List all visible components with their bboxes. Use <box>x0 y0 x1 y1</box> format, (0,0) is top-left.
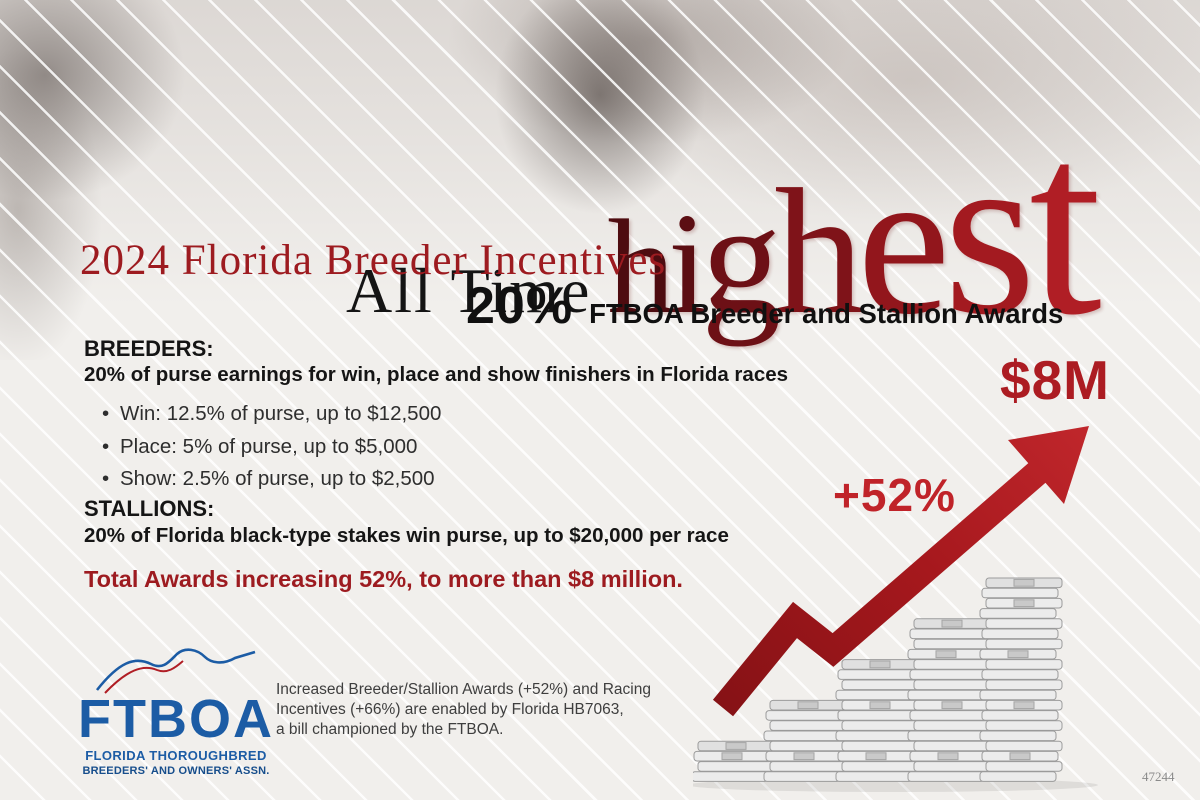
main-title: All Time highest <box>346 79 1102 369</box>
note-line-3: a bill championed by the FTBOA. <box>276 721 504 738</box>
bullet-show: Show: 2.5% of purse, up to $2,500 <box>98 463 441 496</box>
breeders-bullet-list: Win: 12.5% of purse, up to $12,500 Place… <box>98 398 441 496</box>
ftboa-acronym: FTBOA <box>78 689 274 749</box>
year-title: 2024 Florida Breeder Incentives <box>80 237 667 284</box>
legislation-note: Increased Breeder/Stallion Awards (+52%)… <box>276 680 651 740</box>
growth-arrow-icon <box>712 462 1047 717</box>
breeders-intro: 20% of purse earnings for win, place and… <box>84 363 789 386</box>
stallions-heading: STALLIONS: <box>84 496 215 521</box>
growth-amount-text: $8M <box>1000 349 1110 411</box>
awards-headline: 20% FTBOA Breeder and Stallion Awards <box>466 276 1063 336</box>
bullet-win: Win: 12.5% of purse, up to $12,500 <box>98 398 441 431</box>
all-time-text: All Time <box>346 255 592 326</box>
money-stacks-group <box>693 577 1063 782</box>
bullet-place: Place: 5% of purse, up to $5,000 <box>98 431 441 464</box>
note-line-2: Incentives (+66%) are enabled by Florida… <box>276 701 624 718</box>
logo-line2: BREEDERS' AND OWNERS' ASSN. <box>82 765 270 778</box>
growth-percent-text: +52% <box>833 469 956 521</box>
total-awards-line: Total Awards increasing 52%, to more tha… <box>84 566 683 592</box>
stallions-text: 20% of Florida black-type stakes win pur… <box>84 524 729 547</box>
ftboa-logo: FTBOA FLORIDA THOROUGHBRED BREEDERS' AND… <box>76 646 276 777</box>
awards-label-text: FTBOA Breeder and Stallion Awards <box>589 298 1064 329</box>
corner-number: 47244 <box>1142 769 1175 784</box>
growth-arrowhead-icon <box>1008 426 1089 504</box>
logo-line1: FLORIDA THOROUGHBRED <box>85 748 267 764</box>
ftboa-horse-logo-icon <box>95 648 256 694</box>
growth-chart-graphic <box>693 426 1098 792</box>
breeders-heading: BREEDERS: <box>84 336 214 361</box>
big-percent-text: 20% <box>466 277 574 335</box>
note-line-1: Increased Breeder/Stallion Awards (+52%)… <box>276 681 651 698</box>
